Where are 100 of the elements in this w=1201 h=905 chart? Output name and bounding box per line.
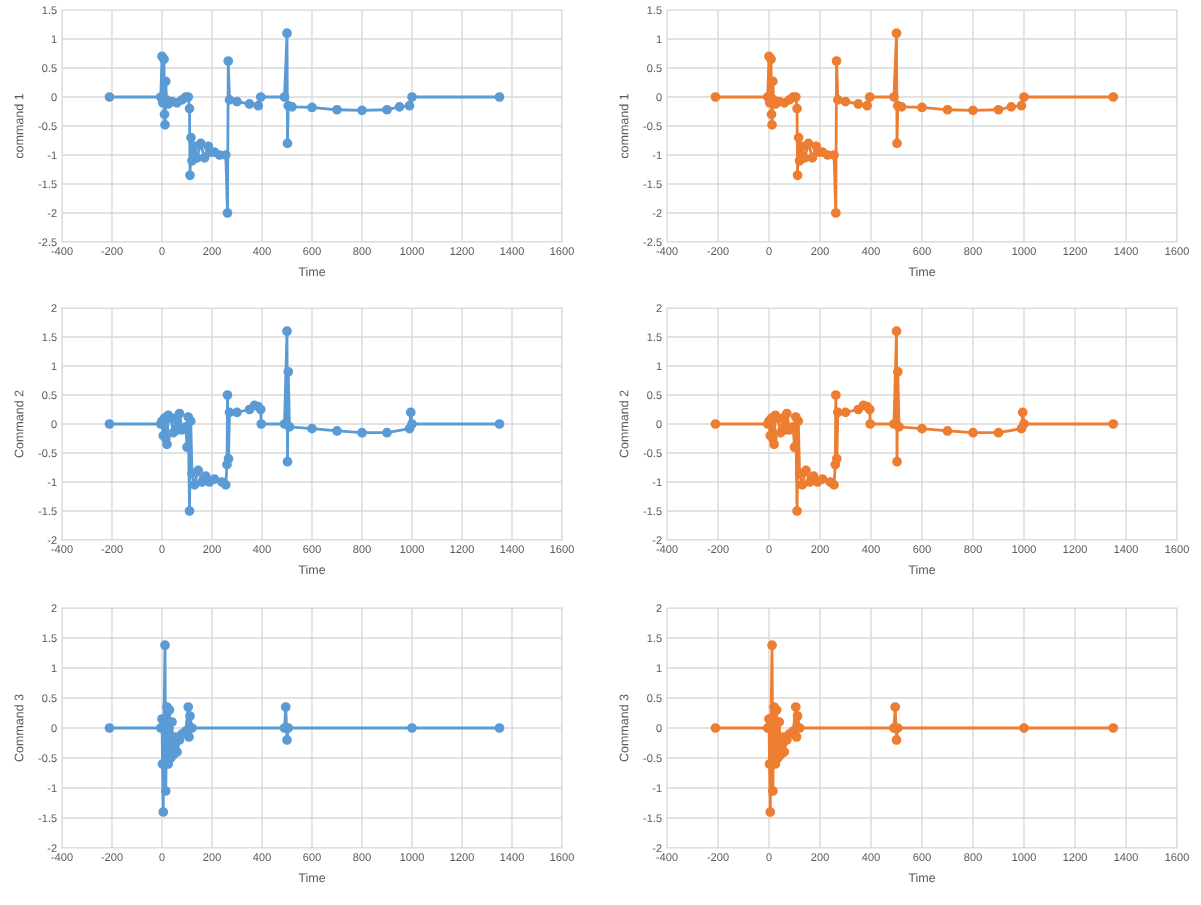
- y-tick-label: 0.5: [42, 694, 57, 703]
- x-tick-label: 800: [353, 853, 371, 862]
- x-tick-label: 1600: [1165, 545, 1189, 554]
- x-tick-label: 600: [913, 247, 931, 256]
- x-tick-label: -400: [51, 247, 73, 256]
- y-tick-label: 0.5: [42, 64, 57, 73]
- x-tick-label: -200: [101, 545, 123, 554]
- y-tick-label: -2: [47, 844, 57, 853]
- x-tick-label: 0: [159, 853, 165, 862]
- x-tick-label: 0: [766, 545, 772, 554]
- x-axis-title: Time: [908, 267, 936, 277]
- x-tick-label: -400: [51, 545, 73, 554]
- x-tick-label: 600: [913, 545, 931, 554]
- y-tick-label: -1.5: [38, 507, 57, 516]
- y-tick-label: -2.5: [38, 238, 57, 247]
- x-tick-label: 0: [766, 853, 772, 862]
- y-tick-label: 2: [51, 304, 57, 313]
- y-tick-label: -1: [47, 478, 57, 487]
- x-tick-label: 1200: [450, 545, 474, 554]
- x-axis-title: Time: [908, 565, 936, 575]
- x-axis-title: Time: [298, 873, 326, 883]
- y-tick-label: 1: [51, 362, 57, 371]
- y-tick-label: -1: [652, 151, 662, 160]
- y-axis-title: Command 3: [14, 694, 24, 762]
- x-tick-label: -200: [707, 247, 729, 256]
- x-tick-label: 1600: [1165, 247, 1189, 256]
- y-tick-label: -2: [652, 844, 662, 853]
- y-tick-label: -1.5: [643, 180, 662, 189]
- y-tick-label: -2.5: [643, 238, 662, 247]
- x-tick-label: 1400: [1114, 853, 1138, 862]
- y-tick-label: -2: [652, 209, 662, 218]
- y-tick-label: -2: [47, 209, 57, 218]
- x-tick-label: -400: [51, 853, 73, 862]
- x-tick-label: 800: [353, 247, 371, 256]
- y-tick-label: 1: [656, 664, 662, 673]
- x-tick-label: 1000: [1012, 247, 1036, 256]
- x-tick-label: 600: [303, 545, 321, 554]
- y-tick-label: 0: [656, 420, 662, 429]
- x-tick-label: 1200: [1063, 247, 1087, 256]
- y-tick-label: -1: [652, 478, 662, 487]
- y-tick-label: 1.5: [647, 333, 662, 342]
- y-tick-label: 0.5: [647, 694, 662, 703]
- x-tick-label: 0: [159, 545, 165, 554]
- x-tick-label: 800: [964, 545, 982, 554]
- x-axis-title: Time: [908, 873, 936, 883]
- x-tick-label: 400: [252, 247, 271, 256]
- y-tick-label: 1: [51, 35, 57, 44]
- y-tick-label: 1.5: [42, 6, 57, 15]
- y-tick-label: 2: [656, 604, 662, 613]
- y-tick-label: -1.5: [38, 814, 57, 823]
- y-tick-label: 1.5: [42, 634, 57, 643]
- y-tick-label: 1: [656, 35, 662, 44]
- x-tick-label: 0: [766, 247, 772, 256]
- x-tick-label: 800: [964, 247, 982, 256]
- y-axis-title: Command 2: [14, 390, 24, 458]
- x-tick-label: 1400: [1114, 545, 1138, 554]
- x-axis-title: Time: [298, 267, 326, 277]
- y-axis-title: command 1: [14, 93, 24, 159]
- x-tick-label: 200: [203, 853, 221, 862]
- y-tick-label: 0: [656, 724, 662, 733]
- y-tick-label: 1: [656, 362, 662, 371]
- x-tick-label: 800: [353, 545, 371, 554]
- y-tick-label: 1.5: [647, 634, 662, 643]
- x-tick-label: 600: [303, 853, 321, 862]
- y-tick-label: 1: [51, 664, 57, 673]
- y-tick-label: -1.5: [643, 814, 662, 823]
- x-tick-label: 1600: [550, 247, 574, 256]
- x-tick-label: 1400: [1114, 247, 1138, 256]
- x-tick-label: 1200: [1063, 545, 1087, 554]
- x-tick-label: 1600: [550, 853, 574, 862]
- y-tick-label: 2: [656, 304, 662, 313]
- x-tick-label: 400: [252, 545, 271, 554]
- y-tick-label: 0.5: [647, 64, 662, 73]
- x-tick-label: 200: [811, 545, 829, 554]
- x-tick-label: 1200: [450, 853, 474, 862]
- x-tick-label: 400: [861, 545, 880, 554]
- y-tick-label: -0.5: [643, 449, 662, 458]
- y-tick-label: 0: [51, 420, 57, 429]
- x-tick-label: -200: [707, 853, 729, 862]
- x-tick-label: 200: [811, 853, 829, 862]
- x-tick-label: 400: [252, 853, 271, 862]
- y-tick-label: -2: [47, 536, 57, 545]
- y-tick-label: -0.5: [38, 449, 57, 458]
- y-tick-label: -1.5: [643, 507, 662, 516]
- x-tick-label: -200: [101, 853, 123, 862]
- x-tick-label: -200: [707, 545, 729, 554]
- y-tick-label: 0: [51, 724, 57, 733]
- x-tick-label: 400: [861, 247, 880, 256]
- x-tick-label: 200: [203, 247, 221, 256]
- x-tick-label: 1600: [1165, 853, 1189, 862]
- y-axis-title: Command 3: [619, 694, 629, 762]
- y-tick-label: -0.5: [643, 122, 662, 131]
- x-tick-label: 800: [964, 853, 982, 862]
- y-tick-label: 0: [656, 93, 662, 102]
- y-tick-label: -0.5: [38, 122, 57, 131]
- x-tick-label: -400: [656, 545, 678, 554]
- y-axis-title: command 1: [619, 93, 629, 159]
- x-tick-label: -400: [656, 247, 678, 256]
- x-tick-label: 1000: [400, 853, 424, 862]
- x-tick-label: 600: [303, 247, 321, 256]
